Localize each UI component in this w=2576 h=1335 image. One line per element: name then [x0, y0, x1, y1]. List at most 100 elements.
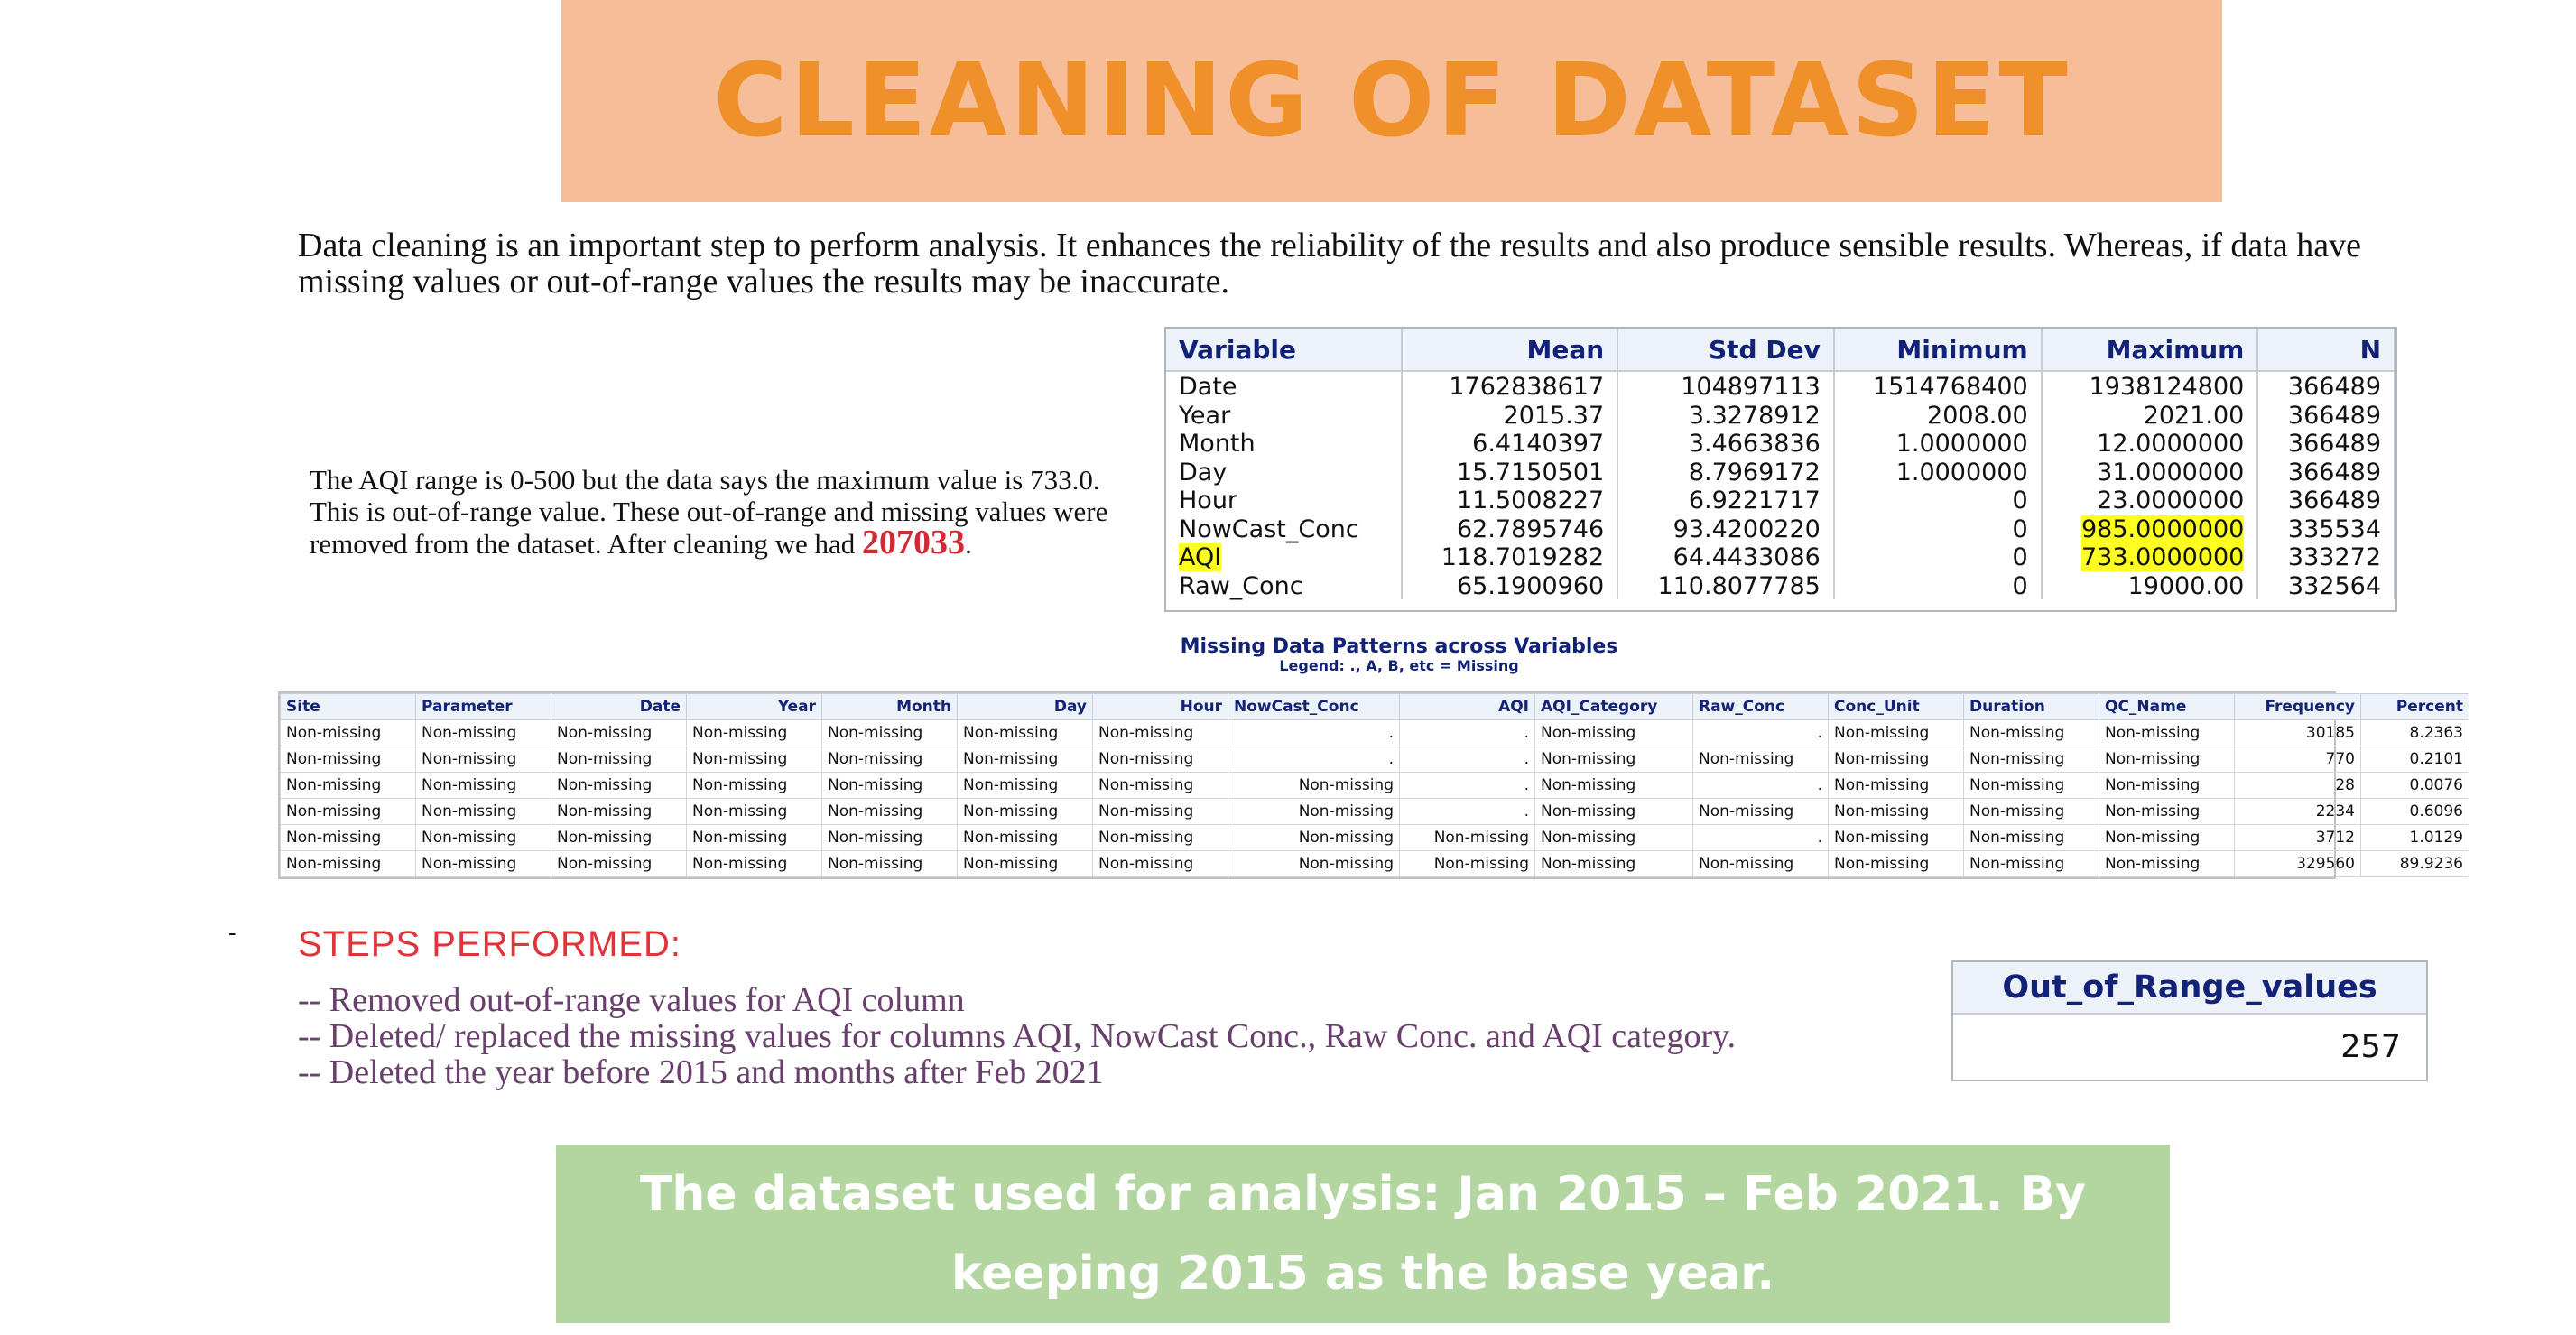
stats-row: NowCast_Conc 62.7895746 93.4200220 0 985.000… — [1166, 514, 2395, 543]
missing-patterns-cell: Non-missing — [1828, 798, 1964, 825]
missing-patterns-cell: Non-missing — [1692, 798, 1829, 825]
missing-patterns-cell: Non-missing — [1228, 824, 1400, 851]
stats-cell: 6.9221717 — [1617, 486, 1835, 515]
stats-cell-text: 1762838617 — [1449, 373, 1605, 401]
stats-cell-text: 2021.00 — [2143, 401, 2245, 430]
stats-cell: 0 — [1833, 514, 2043, 543]
stats-cell-text: Raw_Conc — [1179, 571, 1303, 600]
stats-cell-text: 1514768400 — [1872, 373, 2028, 401]
missing-patterns-cell: Non-missing — [2099, 824, 2235, 851]
missing-patterns-cell: Non-missing — [1963, 746, 2099, 773]
stats-col-header: Minimum — [1833, 329, 2043, 372]
step-item: -- Deleted the year before 2015 and mont… — [298, 1053, 1104, 1091]
stats-cell: 6.4140397 — [1401, 429, 1619, 458]
stats-cell: 15.7150501 — [1401, 457, 1619, 486]
missing-patterns-cell: Non-missing — [957, 798, 1093, 825]
missing-patterns-cell: 0.6096 — [2360, 798, 2469, 825]
stats-cell: 985.0000000 — [2041, 514, 2259, 543]
stats-cell-text: 12.0000000 — [2097, 430, 2245, 458]
stats-row: Year 2015.37 3.3278912 2008.00 2021.00 366489 — [1166, 400, 2395, 430]
stats-cell: Date — [1166, 371, 1403, 401]
stats-col-header: Std Dev — [1617, 329, 1835, 372]
missing-patterns-title: Missing Data Patterns across Variables — [1180, 635, 1618, 658]
aqi-note-suffix: . — [965, 528, 972, 560]
intro-paragraph: Data cleaning is an important step to pe… — [298, 227, 2361, 301]
stats-cell-text: 366489 — [2287, 373, 2381, 401]
missing-patterns-cell: 28 — [2234, 772, 2361, 799]
missing-patterns-cell: 3712 — [2234, 824, 2361, 851]
missing-patterns-cell: 0.2101 — [2360, 746, 2469, 773]
stats-cell-text: 733.0000000 — [2080, 543, 2245, 571]
stats-cell-text: 118.7019282 — [1441, 543, 1605, 571]
missing-patterns-cell: Non-missing — [551, 746, 687, 773]
missing-patterns-row: Non-missing Non-missing Non-missing Non-mis… — [280, 798, 2469, 825]
missing-patterns-col-header: Month — [821, 693, 958, 720]
stats-cell-text: 366489 — [2287, 458, 2381, 487]
stats-cell-text: 93.4200220 — [1673, 515, 1821, 543]
stats-cell-text: 366489 — [2287, 487, 2381, 515]
stats-cell: 1.0000000 — [1833, 457, 2043, 486]
missing-patterns-cell: Non-missing — [1963, 824, 2099, 851]
missing-patterns-cell: . — [1399, 772, 1535, 799]
missing-patterns-row: Non-missing Non-missing Non-missing Non-mis… — [280, 746, 2469, 773]
missing-patterns-cell: Non-missing — [280, 798, 416, 825]
summary-statistics-table: Variable Mean Std Dev Minimum Maximum N Date 1… — [1164, 327, 2397, 612]
stats-col-header: Variable — [1166, 329, 1403, 372]
missing-patterns-cell: Non-missing — [686, 772, 822, 799]
stats-cell: 110.8077785 — [1617, 570, 1835, 599]
missing-patterns-cell: Non-missing — [280, 746, 416, 773]
stats-cell-text: 0 — [2012, 515, 2028, 543]
page-title: CLEANING OF DATASET — [713, 42, 2071, 160]
missing-patterns-col-header: Raw_Conc — [1692, 693, 1829, 720]
stats-cell: 93.4200220 — [1617, 514, 1835, 543]
missing-patterns-cell: Non-missing — [1399, 850, 1535, 877]
stats-cell: 65.1900960 — [1401, 570, 1619, 600]
stats-cell-text: 1.0000000 — [1895, 430, 2028, 458]
stats-cell: 366489 — [2257, 486, 2395, 515]
missing-patterns-cell: Non-missing — [415, 824, 551, 851]
missing-patterns-cell: Non-missing — [2099, 746, 2235, 773]
stats-cell: 64.4433086 — [1617, 542, 1835, 571]
stats-row: AQI 118.7019282 64.4433086 0 733.0000000 3332… — [1166, 542, 2395, 571]
stats-cell-text: 11.5008227 — [1456, 487, 1605, 515]
stats-body: Date 1762838617 104897113 1514768400 1938124… — [1166, 371, 2395, 599]
bottom-banner: The dataset used for analysis: Jan 2015 … — [556, 1145, 2170, 1323]
out-of-range-header: Out_of_Range_values — [1953, 962, 2426, 1015]
missing-patterns-cell: Non-missing — [1534, 824, 1693, 851]
missing-patterns-cell: Non-missing — [1092, 746, 1228, 773]
missing-patterns-cell: Non-missing — [821, 798, 958, 825]
missing-patterns-cell: Non-missing — [551, 798, 687, 825]
stats-cell-text: 23.0000000 — [2097, 487, 2245, 515]
stats-cell-text: 332564 — [2287, 571, 2381, 600]
stats-cell-text: 65.1900960 — [1456, 571, 1605, 600]
missing-patterns-cell: 770 — [2234, 746, 2361, 773]
stats-cell: Month — [1166, 429, 1403, 458]
stats-cell: 2015.37 — [1401, 400, 1619, 429]
missing-patterns-cell: Non-missing — [1534, 772, 1693, 799]
stats-cell-text: 366489 — [2287, 430, 2381, 458]
stats-row: Date 1762838617 104897113 1514768400 1938124… — [1166, 371, 2395, 401]
stats-row: Month 6.4140397 3.4663836 1.0000000 12.00000… — [1166, 429, 2395, 458]
stats-cell-text: 335534 — [2287, 515, 2381, 543]
missing-patterns-cell: Non-missing — [957, 772, 1093, 799]
missing-patterns-cell: . — [1228, 746, 1400, 773]
missing-patterns-cell: 329560 — [2234, 850, 2361, 877]
stats-cell-text: 6.9221717 — [1688, 487, 1821, 515]
stats-cell-text: Hour — [1179, 487, 1238, 515]
missing-patterns-cell: 89.9236 — [2360, 850, 2469, 877]
stats-cell-text: 2008.00 — [1927, 401, 2028, 430]
missing-patterns-cell: Non-missing — [1828, 850, 1964, 877]
dash-mark: - — [228, 919, 236, 946]
missing-patterns-cell: . — [1692, 772, 1829, 799]
missing-patterns-cell: Non-missing — [415, 798, 551, 825]
missing-patterns-cell: Non-missing — [1828, 719, 1964, 746]
missing-patterns-col-header: Year — [686, 693, 822, 720]
missing-patterns-legend: Legend: ., A, B, etc = Missing — [1279, 657, 1519, 674]
out-of-range-value: 257 — [2340, 1029, 2401, 1065]
missing-patterns-cell: Non-missing — [821, 824, 958, 851]
missing-patterns-table: Site Parameter Date Year Month Day Hour NowCast… — [278, 691, 2469, 879]
missing-patterns-cell: Non-missing — [415, 719, 551, 746]
missing-patterns-cell: Non-missing — [2099, 772, 2235, 799]
missing-patterns-cell: Non-missing — [1534, 746, 1693, 773]
missing-patterns-cell: Non-missing — [2099, 719, 2235, 746]
